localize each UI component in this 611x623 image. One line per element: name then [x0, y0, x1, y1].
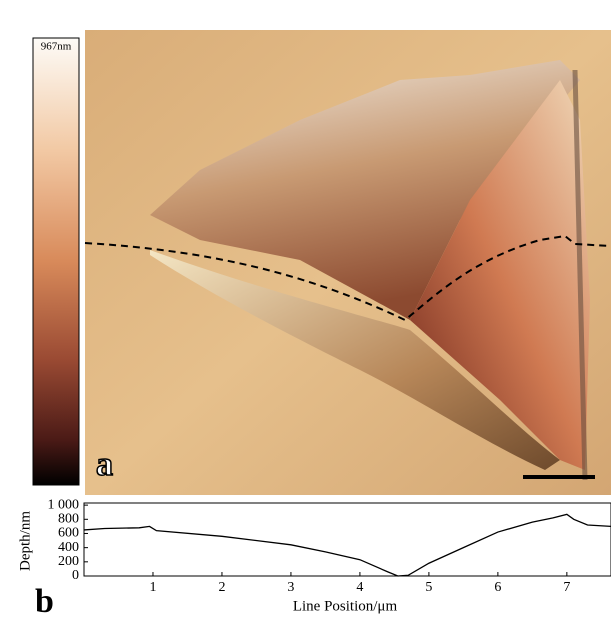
figure: 967nm a b Depth/nm Line Position/μm 0200… [0, 0, 611, 623]
x-tick-label: 7 [563, 580, 570, 595]
y-tick-label: 400 [58, 540, 79, 555]
x-tick-label: 4 [356, 580, 363, 595]
x-tick-label: 5 [425, 580, 432, 595]
x-axis-title: Line Position/μm [293, 598, 398, 614]
y-tick-label: 200 [58, 554, 79, 569]
panel-label: a [96, 446, 113, 483]
y-axis-title: Depth/nm [17, 511, 33, 571]
colorbar-label: 967nm [41, 41, 72, 53]
profile-line [84, 514, 611, 576]
plot-frame [84, 503, 611, 576]
y-tick-label: 1 000 [48, 497, 80, 512]
colorbar [33, 38, 79, 485]
panel-label: b [35, 583, 54, 620]
x-tick-label: 2 [218, 580, 225, 595]
y-tick-label: 800 [58, 512, 79, 527]
afm-image [85, 30, 611, 495]
y-tick-label: 0 [72, 568, 79, 583]
y-tick-label: 600 [58, 526, 79, 541]
x-tick-label: 1 [149, 580, 156, 595]
x-tick-label: 6 [494, 580, 501, 595]
x-tick-label: 3 [287, 580, 294, 595]
